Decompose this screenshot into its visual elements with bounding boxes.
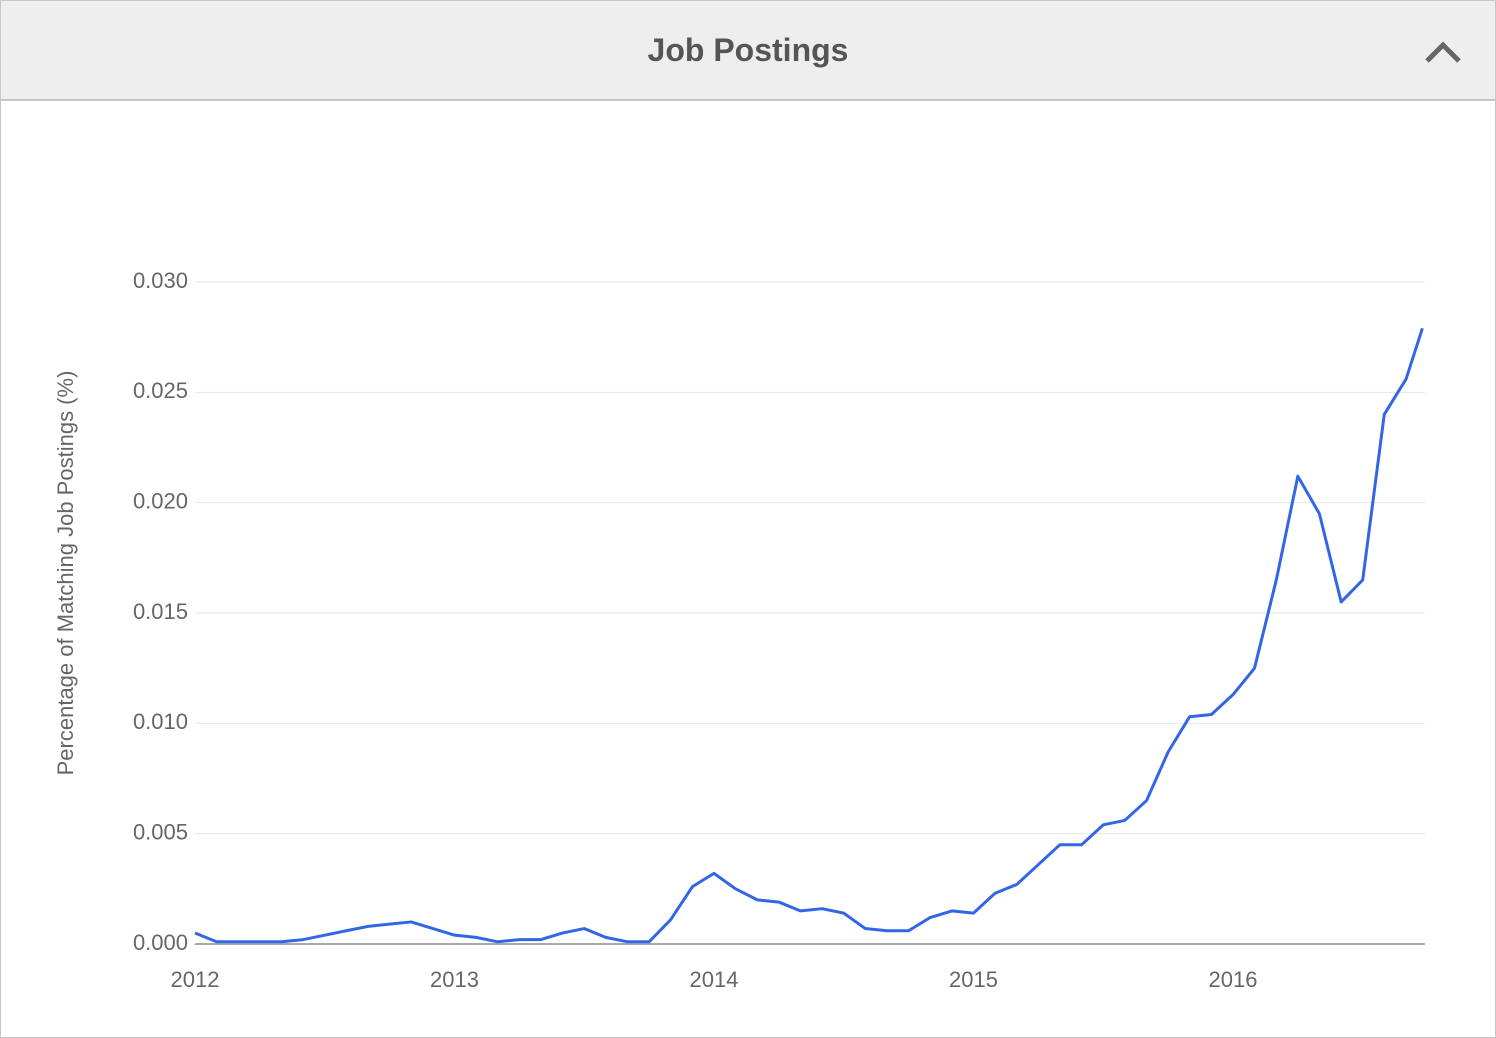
x-tick-label: 2016: [1208, 967, 1257, 992]
chart-title: Job Postings: [647, 31, 849, 68]
y-axis-label: Percentage of Matching Job Postings (%): [53, 371, 78, 776]
chart: Percentage of Matching Job Postings (%) …: [53, 268, 1425, 992]
x-tick-label: 2015: [949, 967, 998, 992]
y-tick-label: 0.020: [133, 488, 188, 513]
x-tick-label: 2013: [430, 967, 479, 992]
x-tick-label: 2014: [690, 967, 739, 992]
collapse-icon[interactable]: [1423, 39, 1463, 67]
y-tick-label: 0.000: [133, 930, 188, 955]
panel-header[interactable]: Job Postings: [1, 1, 1495, 101]
y-tick-label: 0.005: [133, 819, 188, 844]
y-tick-label: 0.025: [133, 378, 188, 403]
y-tick-label: 0.015: [133, 599, 188, 624]
x-tick-label: 2012: [171, 967, 220, 992]
y-tick-label: 0.010: [133, 709, 188, 734]
data-line: [194, 327, 1424, 944]
y-tick-label: 0.030: [133, 268, 188, 293]
